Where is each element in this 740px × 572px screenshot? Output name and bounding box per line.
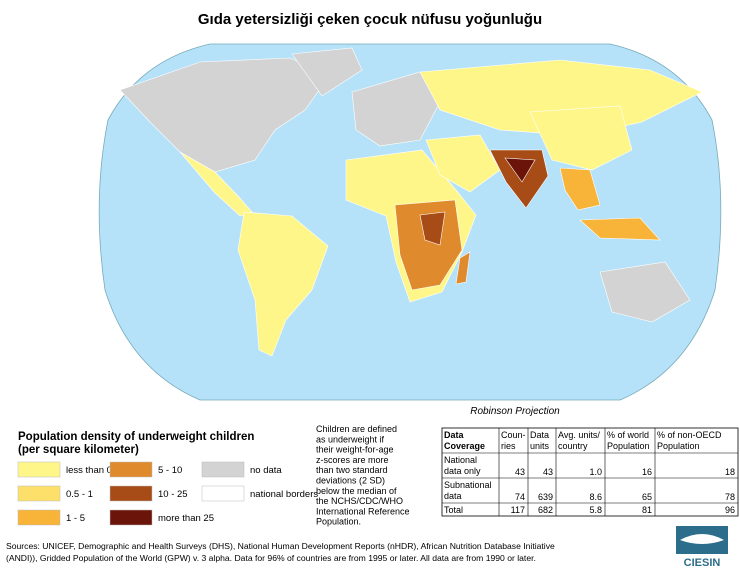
greenland	[291, 47, 363, 97]
world-map: Robinson Projection	[98, 43, 722, 417]
projection-label: Robinson Projection	[470, 406, 560, 417]
note-line: their weight-for-age	[316, 445, 394, 455]
legend-label: 10 - 25	[158, 489, 188, 500]
table-header: country	[558, 441, 588, 451]
table-cell: 682	[538, 505, 553, 515]
table-cell: 117	[511, 505, 525, 515]
legend-label: no data	[250, 465, 282, 476]
legend-label: 1 - 5	[66, 513, 85, 524]
row-label: data	[444, 491, 462, 501]
note-line: Population.	[316, 517, 361, 527]
legend-label: 5 - 10	[158, 465, 182, 476]
madagascar	[455, 251, 471, 285]
note-line: the NCHS/CDC/WHO	[316, 496, 403, 506]
table-header: Coverage	[444, 441, 485, 451]
table-cell: 74	[515, 492, 525, 502]
note-line: deviations (2 SD)	[316, 476, 385, 486]
note-line: than two standard	[316, 465, 388, 475]
table-cell: 5.8	[589, 505, 602, 515]
row-label: National	[444, 455, 477, 465]
table-cell: 43	[515, 467, 525, 477]
table-cell: 16	[642, 467, 652, 477]
legend-swatch	[109, 509, 153, 526]
table-header: % of non-OECD	[657, 430, 722, 440]
logo-globe	[680, 534, 724, 544]
note-line: z-scores are more	[316, 455, 389, 465]
legend-swatch	[109, 461, 153, 478]
table-cell: 81	[642, 505, 652, 515]
table-header: Population	[657, 441, 700, 451]
north-asia	[419, 59, 703, 137]
note-line: as underweight if	[316, 434, 385, 444]
table-header: units	[530, 441, 550, 451]
sub-saharan-africa	[394, 199, 463, 291]
legend-title-line: Population density of underweight childr…	[18, 431, 254, 443]
legend-label: more than 25	[158, 513, 214, 524]
table-header: Population	[607, 441, 650, 451]
table-cell: 43	[543, 467, 553, 477]
australia	[599, 261, 691, 323]
row-label: Total	[444, 505, 463, 515]
table-cell: 1.0	[589, 467, 602, 477]
table-header: Coun-	[501, 430, 526, 440]
table-cell: 8.6	[589, 492, 602, 502]
indonesia	[579, 217, 661, 241]
logo-text: CIESIN	[684, 557, 721, 569]
table-header: Avg. units/	[558, 430, 600, 440]
table-border	[441, 427, 739, 517]
title: Gıda yetersizliği çeken çocuk nüfusu yoğ…	[198, 11, 542, 28]
table-cell: 639	[538, 492, 553, 502]
note-line: International Reference	[316, 506, 410, 516]
legend-label: 0.5 - 1	[66, 489, 93, 500]
middle-east	[425, 134, 501, 193]
legend: less than 0.5 0.5 - 1 1 - 5 5 - 10 10 - 25 mo…	[17, 461, 318, 526]
china	[529, 105, 633, 171]
row-label: Subnational	[444, 480, 492, 490]
legend-swatch	[17, 485, 61, 502]
legend-title-line: (per square kilometer)	[18, 444, 139, 456]
table-cell: 18	[725, 467, 735, 477]
legend-swatch	[17, 509, 61, 526]
legend-label: national borders	[250, 489, 318, 500]
table-cell: 65	[642, 492, 652, 502]
southeast-asia	[559, 167, 601, 211]
table-header: % of world	[607, 430, 649, 440]
legend-title: Population density of underweight childr…	[18, 431, 254, 456]
sources-line: Sources: UNICEF, Demographic and Health …	[6, 541, 555, 551]
row-label: data only	[444, 466, 481, 476]
logo: CIESIN	[676, 526, 728, 569]
central-america	[179, 151, 253, 217]
table-cell: 78	[725, 492, 735, 502]
table-header: ries	[501, 441, 516, 451]
table-cell: 96	[725, 505, 735, 515]
east-africa	[419, 211, 446, 246]
south-asia	[489, 149, 549, 209]
table-header: Data	[530, 430, 549, 440]
note-line: Children are defined	[316, 424, 397, 434]
north-america	[119, 57, 331, 173]
india-north	[504, 157, 536, 183]
sources-line: (ANDI)), Gridded Population of the World…	[6, 553, 536, 563]
legend-label: less than 0.5	[66, 465, 120, 476]
south-america	[237, 211, 329, 357]
legend-swatch	[17, 461, 61, 478]
legend-swatch	[201, 485, 245, 502]
table-header: Data	[444, 430, 465, 440]
legend-swatch	[201, 461, 245, 478]
legend-swatch	[109, 485, 153, 502]
note-line: below the median of	[316, 486, 397, 496]
sources: Sources: UNICEF, Demographic and Health …	[6, 541, 555, 563]
